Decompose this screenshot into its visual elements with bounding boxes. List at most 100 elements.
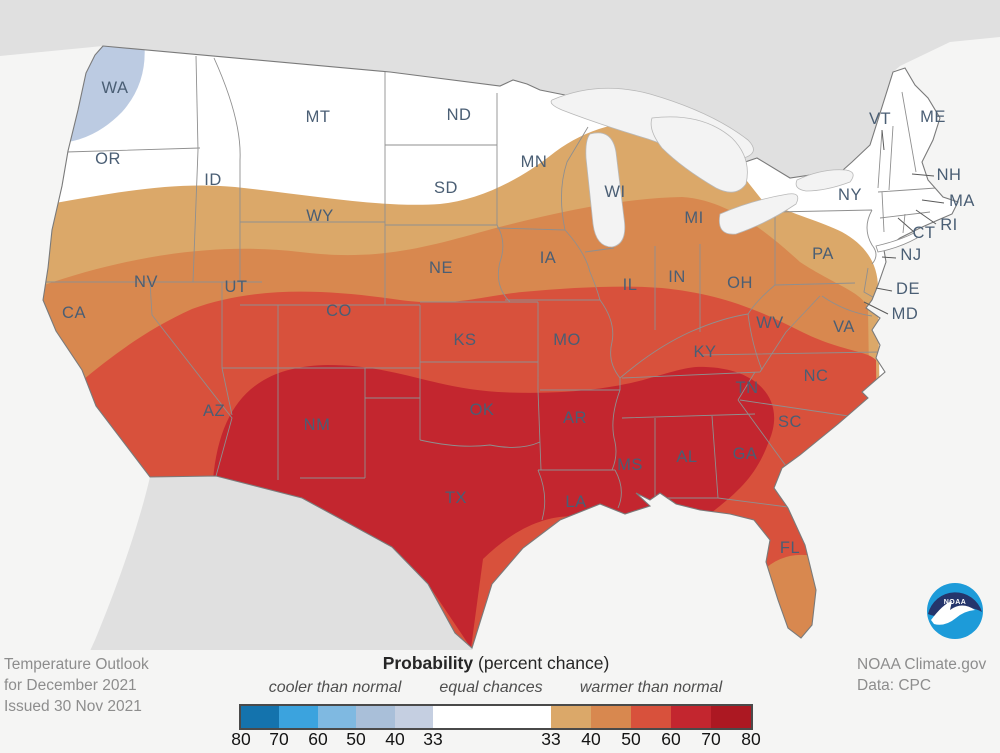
legend-tick-value: 33 [541,729,561,749]
legend-color-segment [670,706,711,728]
probability-legend: Probability (percent chance) cooler than… [0,650,1000,753]
state-label-MA: MA [949,192,975,210]
state-label-WI: WI [604,183,625,201]
legend-color-segment [550,706,591,728]
state-label-NC: NC [804,367,829,385]
state-label-SD: SD [434,179,458,197]
outlook-caption: Temperature Outlook for December 2021 Is… [4,654,149,717]
legend-color-segment [241,706,280,728]
legend-title-bold: Probability [382,653,474,673]
state-labels-layer: WA OR CA NV ID MT WY UT CO AZ NM ND SD NE KS OK TX MN IA MO… [62,79,975,557]
canada-landmass [0,0,1000,178]
state-label-NV: NV [134,273,158,291]
legend-color-segment [710,706,751,728]
legend-tick-value: 33 [423,729,443,749]
state-label-ND: ND [447,106,472,124]
band-warmer-60-70 [213,365,775,648]
state-label-UT: UT [225,278,248,296]
legend-color-segment [394,706,433,728]
credit-line-1: NOAA Climate.gov [857,656,987,673]
state-label-CT: CT [913,224,936,242]
lake-erie [718,193,799,235]
state-label-IL: IL [623,276,638,294]
great-lakes [550,87,854,248]
state-label-TN: TN [736,379,759,397]
legend-label-equal: equal chances [439,679,543,696]
state-label-NY: NY [838,186,862,204]
noaa-logo-text: NOAA [944,599,967,606]
legend-color-segment [590,706,631,728]
state-label-NE: NE [429,259,453,277]
legend-title-rest: (percent chance) [473,653,610,673]
state-label-NM: NM [304,416,331,434]
credit-line-2: Data: CPC [857,677,932,694]
source-credit: NOAA Climate.gov Data: CPC [857,654,986,696]
state-label-NH: NH [937,166,962,184]
state-label-AL: AL [676,448,697,466]
noaa-logo: NOAA [927,583,983,639]
legend-tick-value: 40 [385,729,405,749]
lake-ontario [795,169,854,192]
state-label-OK: OK [470,401,495,419]
state-label-MT: MT [306,108,331,126]
legend-band-labels: cooler than normal equal chances warmer … [239,679,753,697]
legend-color-segment [356,706,395,728]
state-label-MO: MO [553,331,581,349]
state-label-WY: WY [306,207,334,225]
legend-tick-values: 80 70 60 50 40 33 33 40 50 60 70 80 [231,729,760,751]
state-label-KS: KS [453,331,476,349]
legend-color-segment [432,706,551,728]
state-label-RI: RI [940,216,958,234]
legend-color-segment [279,706,318,728]
state-label-NJ: NJ [900,246,921,264]
legend-title: Probability (percent chance) [0,653,992,674]
state-label-GA: GA [733,445,758,463]
caption-line-2: for December 2021 [4,677,137,694]
state-label-LA: LA [565,493,586,511]
legend-color-bar [239,704,753,730]
legend-label-warmer: warmer than normal [579,679,723,696]
state-label-ID: ID [204,171,222,189]
state-label-OH: OH [727,274,753,292]
lake-huron [650,116,748,193]
state-label-TX: TX [445,489,467,507]
state-label-IN: IN [668,268,686,286]
legend-tick-value: 80 [741,729,761,749]
state-label-leader-lines [863,129,945,315]
state-label-PA: PA [812,245,834,263]
state-label-FL: FL [780,539,800,557]
state-borders [43,55,937,521]
long-island [875,232,918,253]
legend-label-cooler: cooler than normal [268,679,402,696]
legend-tick-value: 80 [231,729,251,749]
state-label-OR: OR [95,150,121,168]
state-label-CO: CO [326,302,352,320]
state-label-WA: WA [102,79,129,97]
state-label-ME: ME [920,108,946,126]
legend-tick-value: 40 [581,729,601,749]
state-label-SC: SC [778,413,802,431]
state-label-WV: WV [756,314,784,332]
band-florida-40-50 [740,554,832,648]
legend-color-segment [317,706,357,728]
state-label-AZ: AZ [203,402,225,420]
legend-tick-value: 70 [269,729,289,749]
state-label-MI: MI [684,209,703,227]
state-label-VT: VT [869,110,891,128]
state-label-CA: CA [62,304,86,322]
state-label-KY: KY [693,343,716,361]
state-label-VA: VA [833,318,855,336]
legend-color-segment [630,706,671,728]
state-label-MD: MD [892,305,919,323]
legend-tick-value: 50 [346,729,366,749]
state-label-AR: AR [563,409,587,427]
legend-tick-value: 50 [621,729,641,749]
state-label-DE: DE [896,280,920,298]
caption-line-3: Issued 30 Nov 2021 [4,698,142,715]
legend-tick-value: 70 [701,729,721,749]
caption-line-1: Temperature Outlook [4,656,149,673]
legend-tick-value: 60 [308,729,328,749]
lake-michigan [585,132,626,248]
